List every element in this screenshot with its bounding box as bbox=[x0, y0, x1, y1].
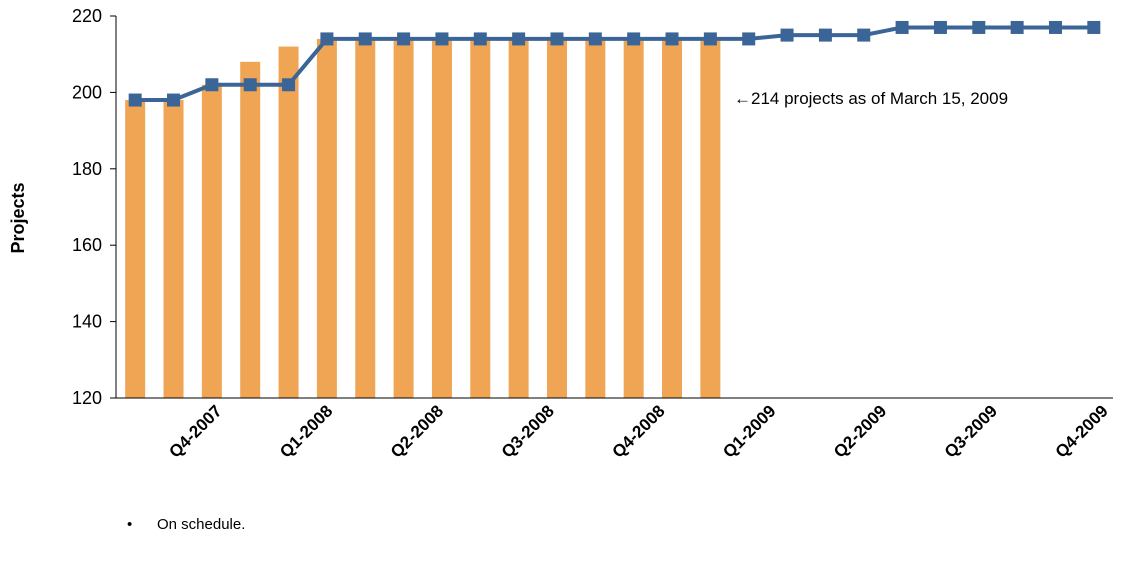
bar bbox=[508, 38, 529, 399]
bar bbox=[546, 38, 567, 399]
bar bbox=[316, 38, 337, 399]
bar bbox=[431, 38, 452, 399]
line-marker bbox=[512, 32, 526, 46]
line-marker bbox=[1087, 20, 1101, 34]
x-tick-label: Q4-2007 bbox=[165, 401, 225, 461]
x-tick-label: Q4-2008 bbox=[608, 401, 668, 461]
line-marker bbox=[703, 32, 717, 46]
chart: 120 140 160 180 200 220 Q4-2007 Q1-2008 Q2-2008… bbox=[8, 6, 1113, 462]
y-tick-label: 180 bbox=[72, 159, 102, 179]
x-tick-label: Q3-2009 bbox=[941, 401, 1001, 461]
line-marker bbox=[1010, 20, 1024, 34]
y-tick-label: 120 bbox=[72, 388, 102, 408]
line-marker bbox=[128, 93, 142, 107]
x-axis: Q4-2007 Q1-2008 Q2-2008 Q3-2008 Q4-2008 Q1-20… bbox=[116, 397, 1113, 462]
line-marker bbox=[1048, 20, 1062, 34]
bar bbox=[201, 84, 222, 398]
x-tick-label: Q2-2009 bbox=[830, 401, 890, 461]
line-marker bbox=[895, 20, 909, 34]
line-marker bbox=[473, 32, 487, 46]
bullet-symbol: • bbox=[127, 516, 133, 533]
y-axis-title: Projects bbox=[8, 182, 28, 253]
annotation: ←214 projects as of March 15, 2009 bbox=[734, 89, 1008, 108]
line-marker bbox=[435, 32, 449, 46]
x-tick-label: Q1-2009 bbox=[719, 401, 779, 461]
line-marker bbox=[243, 78, 257, 92]
x-tick-label: Q2-2008 bbox=[387, 401, 447, 461]
x-tick-label: Q4-2009 bbox=[1052, 401, 1112, 461]
x-tick-label: Q1-2008 bbox=[276, 401, 336, 461]
bar bbox=[470, 38, 491, 399]
line-marker bbox=[665, 32, 679, 46]
line-marker bbox=[818, 28, 832, 42]
y-tick-label: 160 bbox=[72, 235, 102, 255]
line-marker bbox=[780, 28, 794, 42]
bar bbox=[355, 38, 376, 399]
bar bbox=[700, 38, 721, 399]
line-marker bbox=[588, 32, 602, 46]
line-marker bbox=[550, 32, 564, 46]
line-marker bbox=[282, 78, 296, 92]
bar bbox=[163, 100, 184, 398]
bullet-text: On schedule. bbox=[157, 516, 246, 533]
y-tick-label: 140 bbox=[72, 312, 102, 332]
y-tick-label: 220 bbox=[72, 6, 102, 26]
bar-series bbox=[125, 38, 721, 399]
line-marker bbox=[857, 28, 871, 42]
line-marker bbox=[320, 32, 334, 46]
line-marker bbox=[972, 20, 986, 34]
line-marker bbox=[933, 20, 947, 34]
line-marker bbox=[205, 78, 219, 92]
bar bbox=[585, 38, 606, 399]
bar bbox=[125, 100, 146, 398]
bar bbox=[278, 46, 299, 399]
line-marker bbox=[742, 32, 756, 46]
line-marker bbox=[397, 32, 411, 46]
y-tick-label: 200 bbox=[72, 82, 102, 102]
line-marker bbox=[627, 32, 641, 46]
line-marker bbox=[358, 32, 372, 46]
bar bbox=[662, 38, 683, 399]
bar bbox=[393, 38, 414, 399]
line-marker bbox=[167, 93, 181, 107]
x-tick-label: Q3-2008 bbox=[498, 401, 558, 461]
line-series bbox=[128, 20, 1101, 107]
bar bbox=[240, 61, 261, 399]
y-axis: 120 140 160 180 200 220 bbox=[72, 6, 117, 408]
bar bbox=[623, 38, 644, 399]
